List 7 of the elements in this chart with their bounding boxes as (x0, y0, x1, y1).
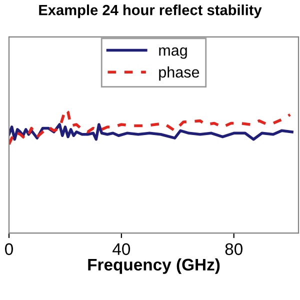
x-axis-title: Frequency (GHz) (88, 258, 220, 274)
x-tick-label: 40 (112, 243, 130, 256)
legend-label: mag (159, 47, 187, 59)
x-tick-label: 80 (225, 243, 242, 256)
x-tick-label: 0 (5, 243, 13, 256)
chart-title: Example 24 hour reflect stability (39, 4, 262, 18)
legend-label: phase (159, 66, 200, 81)
